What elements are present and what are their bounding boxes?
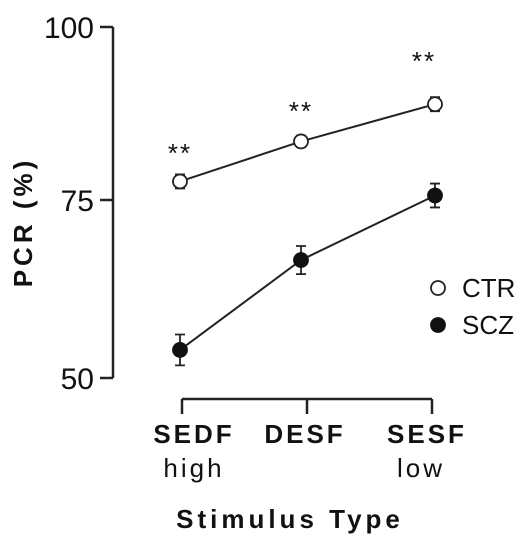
legend-marker-ctr [430, 280, 446, 296]
x-axis-title: Stimulus Type [176, 504, 404, 534]
point-scz-sedf [172, 342, 188, 358]
significance-desf: ** [289, 96, 313, 126]
y-axis-title: PCR (%) [8, 157, 38, 288]
point-scz-desf [293, 252, 309, 268]
significance-sesf: ** [412, 46, 436, 76]
point-ctr-desf [293, 133, 309, 150]
significance-sedf: ** [168, 138, 192, 168]
y-tick-label-100: 100 [44, 12, 94, 45]
x-tick-label-sedf: SEDF [153, 419, 234, 449]
y-tick-label-50: 50 [61, 363, 94, 396]
x-sublabel-low: low [397, 453, 445, 483]
legend-label-ctr: CTR [462, 273, 515, 303]
legend-marker-scz [430, 317, 446, 333]
legend-label-scz: SCZ [462, 310, 514, 340]
x-tick-label-desf: DESF [264, 419, 345, 449]
point-ctr-sesf [427, 96, 443, 113]
point-ctr-sedf [172, 173, 188, 190]
x-tick-label-sesf: SESF [387, 419, 467, 449]
y-tick-label-75: 75 [61, 185, 94, 218]
data-points [172, 96, 443, 358]
series-line-scz [179, 194, 436, 351]
x-sublabel-high: high [163, 453, 224, 483]
point-scz-sesf [427, 187, 443, 204]
